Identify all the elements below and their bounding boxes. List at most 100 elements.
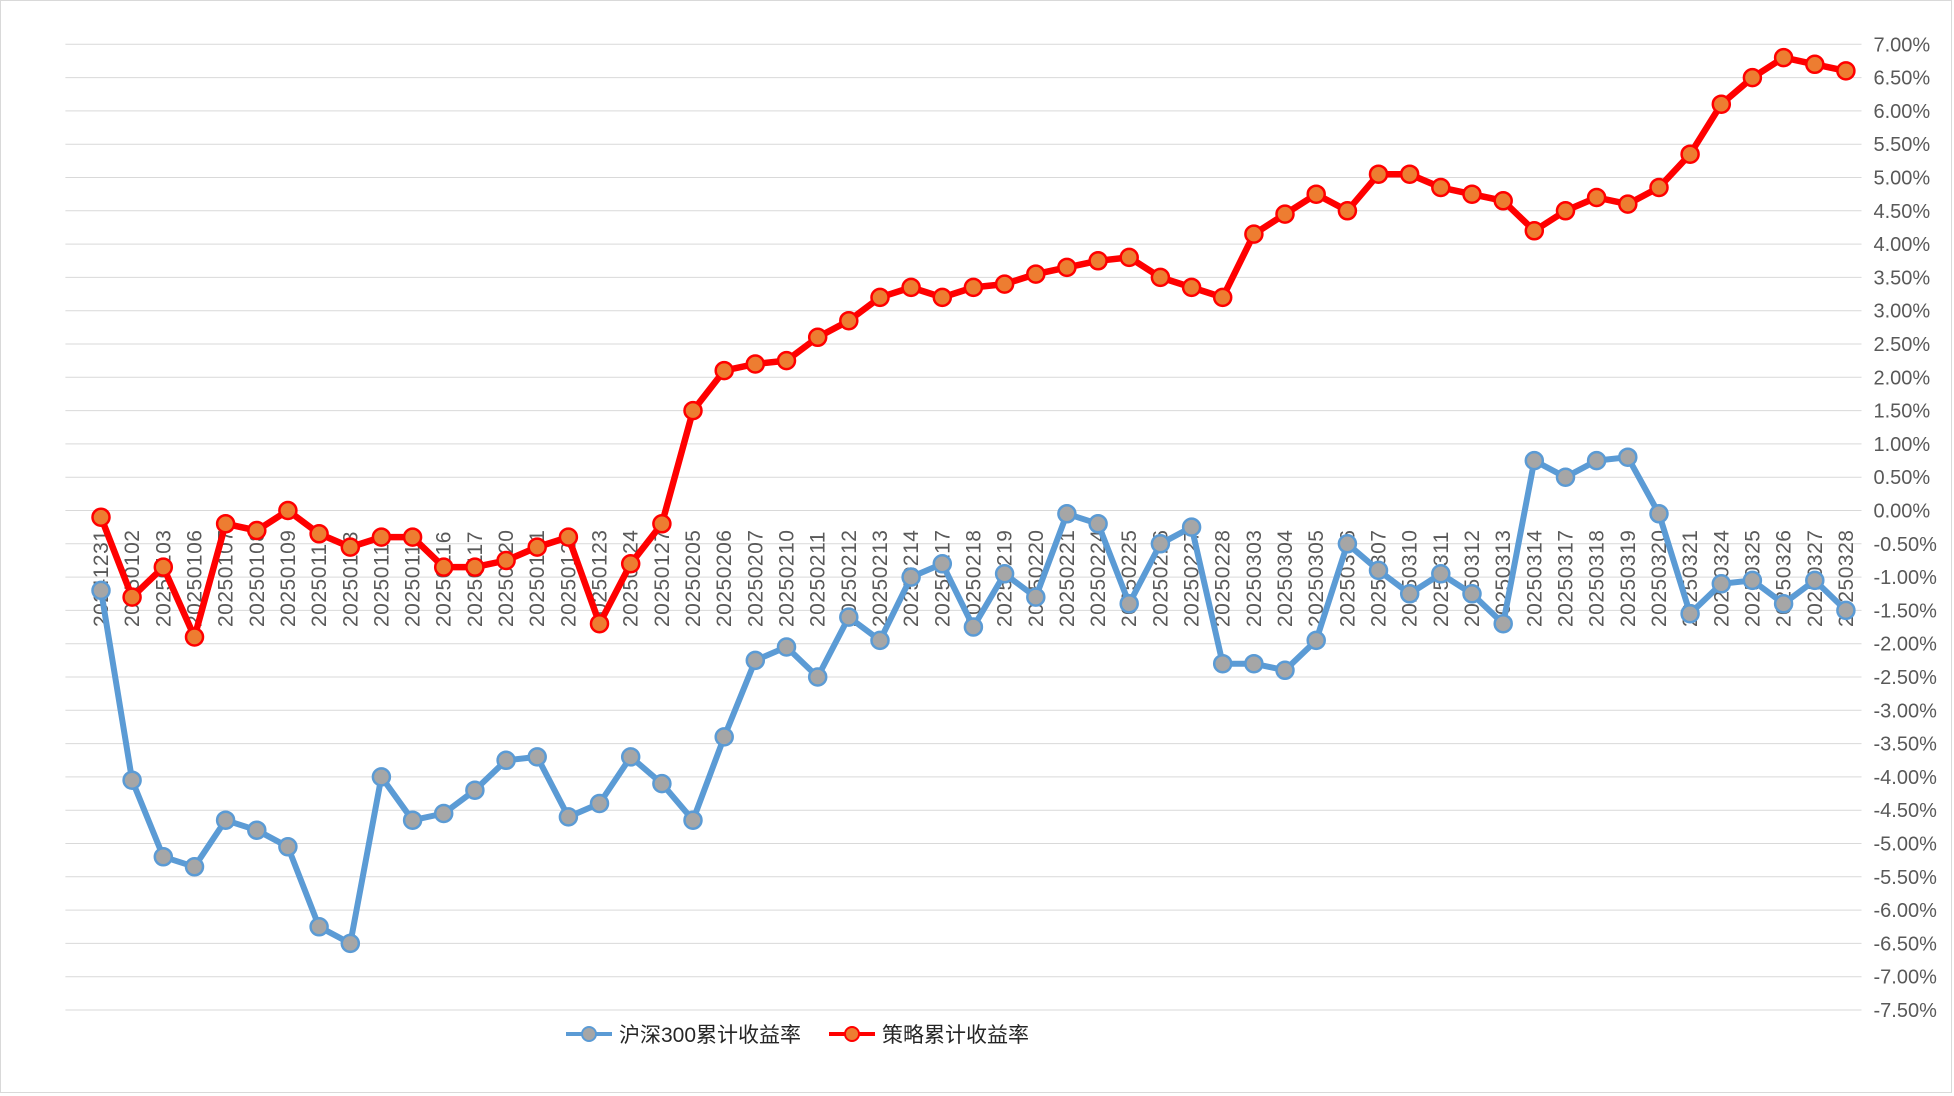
x-axis-tick-label: 20250314 <box>1523 530 1546 627</box>
x-axis-tick-label: 20250114 <box>370 531 393 627</box>
series-csi300-marker <box>558 807 579 827</box>
x-axis-tick-label: 20250312 <box>1461 530 1484 627</box>
series-strategy-marker <box>1399 164 1420 184</box>
series-strategy-marker <box>1119 247 1139 268</box>
x-axis-tick-label: 20250212 <box>838 530 861 627</box>
series-strategy-marker <box>1150 267 1171 288</box>
series-csi300-marker <box>1649 504 1669 524</box>
y-axis-tick-label: 0.50% <box>1874 467 1931 489</box>
y-axis-tick-label: 5.50% <box>1874 134 1931 156</box>
series-csi300-marker <box>1212 653 1233 674</box>
series-csi300-marker <box>620 747 641 767</box>
series-csi300-marker <box>1275 660 1295 681</box>
series-strategy-marker <box>994 274 1015 294</box>
series-csi300-marker <box>1493 613 1513 634</box>
series-strategy-marker <box>402 527 423 547</box>
x-axis-tick-label: 20250218 <box>962 530 985 627</box>
series-csi300-marker <box>1057 504 1077 524</box>
series-csi300-marker <box>745 650 766 671</box>
series-strategy-marker <box>1711 94 1732 114</box>
y-axis-tick-label: -6.50% <box>1874 933 1938 955</box>
y-axis-tick-label: -5.00% <box>1874 834 1938 856</box>
y-axis-tick-label: 6.00% <box>1874 101 1931 123</box>
legend-item-csi300: 沪深300累计收益率 <box>566 1019 801 1049</box>
series-csi300-marker <box>247 820 267 840</box>
y-axis-tick-label: 2.50% <box>1874 334 1931 356</box>
series-strategy-marker <box>1337 201 1358 221</box>
series-csi300-marker <box>683 810 703 830</box>
series-csi300-marker <box>153 847 174 867</box>
series-strategy-marker <box>1742 67 1763 88</box>
x-axis-tick-label: 20250305 <box>1305 530 1328 627</box>
x-axis-tick-label: 20250115 <box>402 531 425 627</box>
series-strategy-marker <box>963 277 984 298</box>
y-axis-tick-label: -3.00% <box>1874 700 1938 722</box>
y-axis-tick-label: 6.50% <box>1874 68 1931 90</box>
series-strategy-marker <box>215 514 236 534</box>
x-axis-tick-label: 20250211 <box>807 531 830 627</box>
series-csi300-marker <box>714 727 734 747</box>
series-csi300-marker <box>1181 517 1202 537</box>
x-axis-tick-label: 20250310 <box>1399 530 1422 627</box>
x-axis-tick-label: 20250109 <box>277 530 300 627</box>
x-axis-tick-label: 20250116 <box>433 531 456 627</box>
series-csi300-marker <box>807 667 828 687</box>
y-axis-tick-label: -0.50% <box>1874 534 1938 556</box>
series-strategy-marker <box>465 557 485 577</box>
series-strategy-marker <box>1805 54 1825 75</box>
y-axis-tick-label: 2.00% <box>1874 367 1931 389</box>
x-axis-tick-label: 20250206 <box>713 530 736 627</box>
series-csi300-marker <box>1462 584 1482 604</box>
x-axis-tick-label: 20250205 <box>682 530 705 627</box>
series-csi300-marker <box>527 747 547 767</box>
series-strategy-marker <box>932 287 953 308</box>
y-axis-tick-label: 4.50% <box>1874 201 1931 223</box>
series-csi300-marker <box>1680 603 1700 624</box>
series-strategy-marker <box>340 537 361 557</box>
x-axis-tick-label: 20250319 <box>1617 530 1640 627</box>
y-axis-tick-label: -4.00% <box>1874 767 1938 789</box>
x-axis-tick-label: 20250320 <box>1648 530 1671 627</box>
y-axis-tick-label: -6.00% <box>1874 900 1938 922</box>
x-axis-tick-label: 20250108 <box>246 530 269 627</box>
y-axis-tick-label: -7.50% <box>1874 1000 1938 1022</box>
y-axis-tick-label: -2.50% <box>1874 667 1938 689</box>
series-csi300-marker <box>1306 630 1326 651</box>
series-strategy-marker <box>1524 221 1545 241</box>
y-axis-tick-label: 1.00% <box>1874 434 1931 456</box>
x-axis-tick-label: 20250213 <box>869 530 892 627</box>
series-csi300-marker <box>340 933 361 954</box>
series-strategy-marker <box>1680 144 1700 164</box>
series-strategy-marker <box>1493 191 1513 211</box>
legend-label-strategy: 策略累计收益率 <box>882 1024 1030 1047</box>
series-strategy-marker <box>589 613 610 634</box>
series-csi300-marker <box>1150 534 1171 554</box>
series-csi300-marker <box>1244 653 1264 674</box>
y-axis-tick-label: -1.50% <box>1874 600 1938 622</box>
series-csi300-marker <box>1026 587 1046 607</box>
series-strategy-marker <box>807 327 828 348</box>
y-axis-tick-label: -1.00% <box>1874 567 1938 589</box>
x-axis-tick-label: 20250127 <box>651 530 674 627</box>
series-strategy-marker <box>652 514 672 534</box>
x-axis-tick-label: 20250221 <box>1056 530 1079 627</box>
series-strategy-marker <box>1649 177 1669 198</box>
x-axis-tick-label: 20250207 <box>744 530 767 627</box>
chart-legend: 沪深300累计收益率 策略累计收益率 <box>566 1019 1029 1049</box>
series-csi300-marker <box>1368 560 1389 581</box>
y-axis-tick-label: 0.00% <box>1874 501 1931 523</box>
series-strategy-marker <box>371 527 392 547</box>
series-csi300-marker <box>1399 584 1420 604</box>
series-csi300-marker <box>122 770 142 790</box>
series-strategy-marker <box>1244 224 1264 244</box>
series-strategy-marker <box>433 557 454 577</box>
series-strategy-marker <box>620 554 641 574</box>
series-csi300-marker <box>1836 600 1856 621</box>
series-csi300-marker <box>371 767 392 787</box>
series-strategy-marker <box>1431 177 1451 198</box>
series-csi300-marker <box>1119 593 1139 614</box>
series-strategy-marker <box>1462 184 1482 204</box>
y-axis-tick-label: 7.00% <box>1874 34 1931 56</box>
x-axis-tick-label: 20250228 <box>1212 530 1235 627</box>
